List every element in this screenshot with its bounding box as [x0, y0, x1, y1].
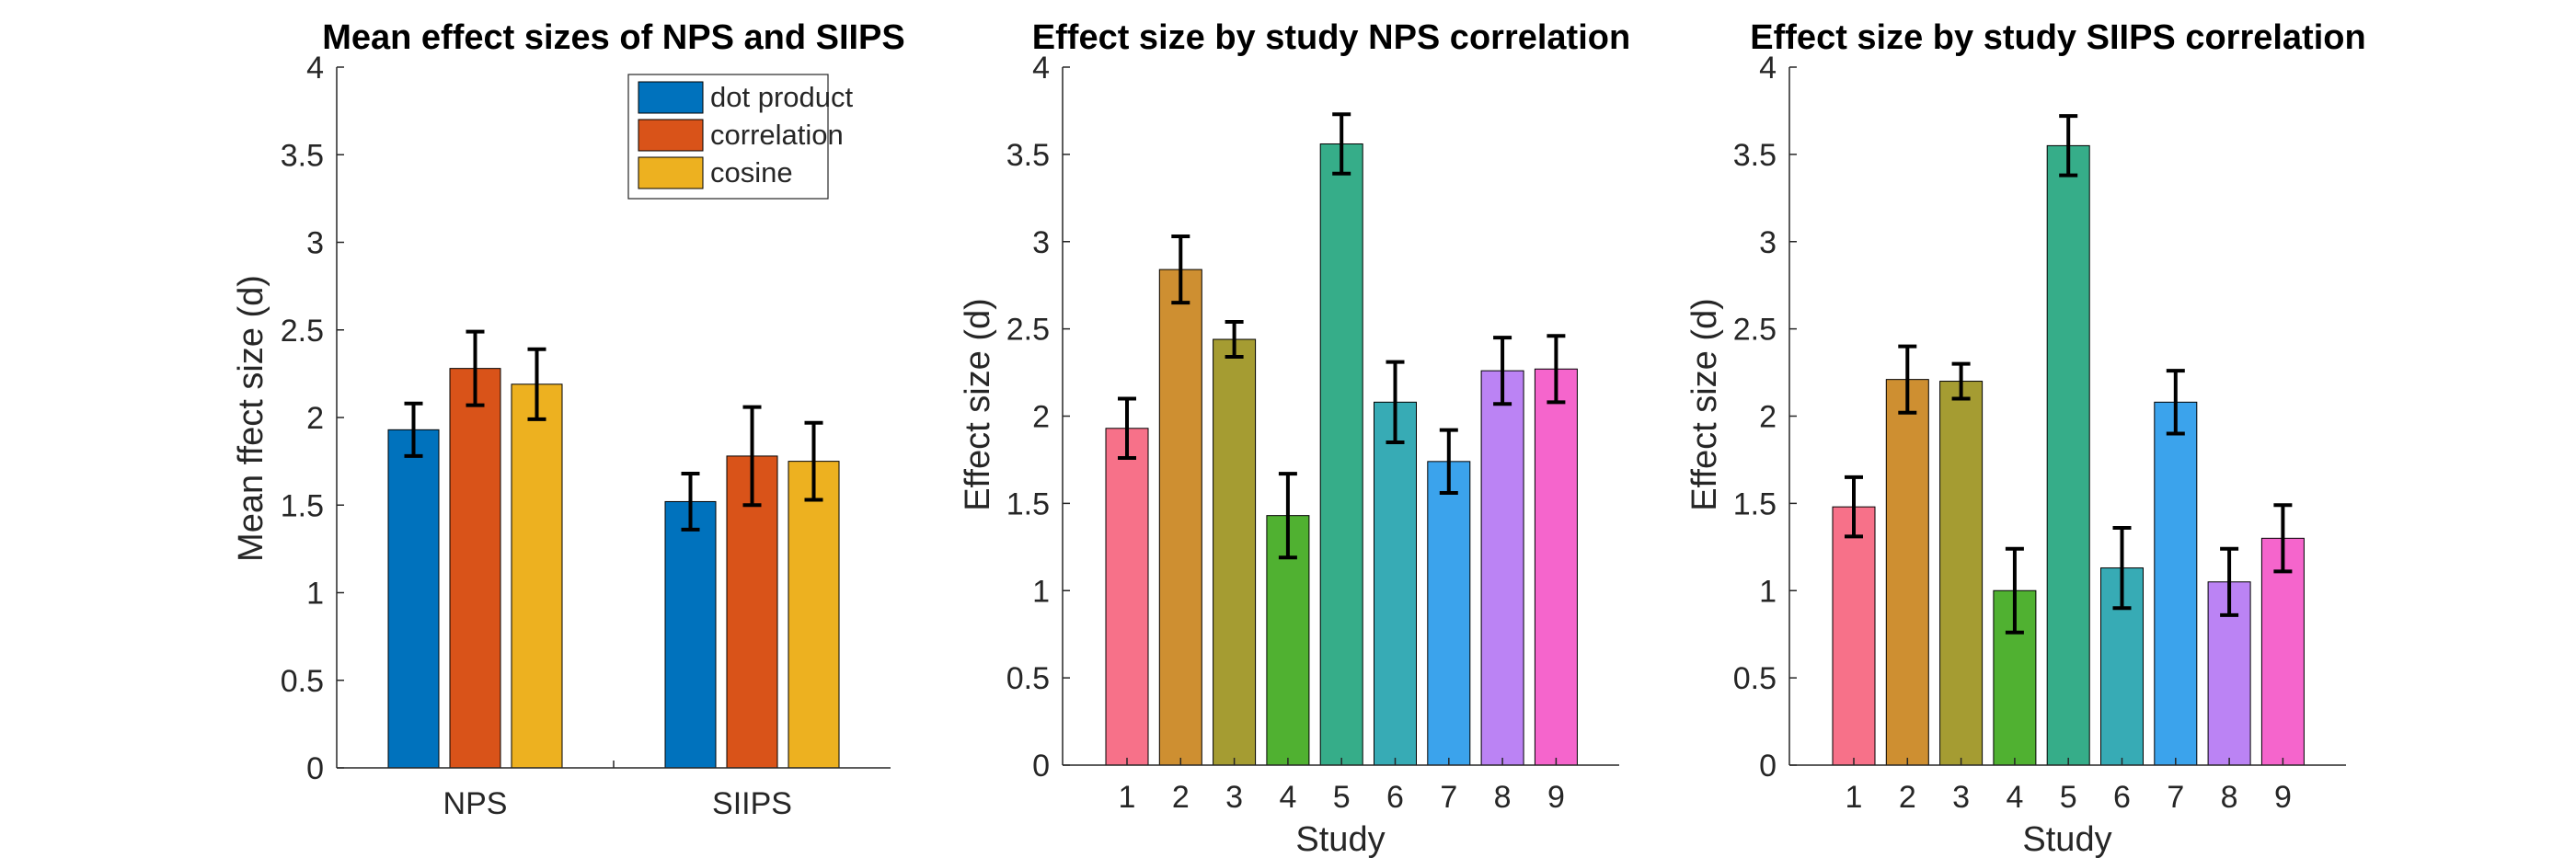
y-axis-label: Effect size (d) — [1685, 298, 1724, 511]
y-axis-label: Mean ffect size (d) — [232, 275, 270, 562]
bar — [1832, 506, 1876, 766]
y-tick-label: 4 — [1759, 51, 1777, 86]
y-tick-label: 3.5 — [281, 138, 324, 173]
y-axis-label: Effect size (d) — [959, 298, 997, 511]
y-tick-label: 4 — [1032, 51, 1050, 86]
y-tick-label: 1 — [1759, 574, 1777, 609]
y-tick-label: 1.5 — [281, 488, 324, 523]
x-tick-label: 4 — [2006, 780, 2023, 815]
y-tick-label: 1 — [1032, 574, 1050, 609]
bar — [1427, 461, 1471, 766]
bar — [1374, 401, 1417, 766]
bar — [511, 383, 563, 769]
y-tick-label: 0.5 — [1733, 661, 1777, 696]
x-tick-label: SIIPS — [712, 786, 792, 821]
x-tick-label: 4 — [1279, 780, 1296, 815]
chart-title: Effect size by study SIIPS correlation — [1750, 18, 2365, 57]
bar — [2260, 537, 2305, 766]
bar — [2154, 401, 2198, 766]
x-tick-label: 8 — [1494, 780, 1512, 815]
y-tick-label: 3 — [1032, 225, 1050, 260]
y-tick-label: 0.5 — [281, 664, 324, 699]
x-tick-label: 1 — [1119, 780, 1136, 815]
x-axis-label: Study — [2022, 820, 2111, 858]
chart-mean-effect-sizes: Mean effect sizes of NPS and SIIPS Mean … — [232, 18, 905, 821]
y-tick-label: 1.5 — [1733, 486, 1777, 521]
chart-title: Effect size by study NPS correlation — [1032, 18, 1630, 57]
bar — [1319, 143, 1363, 766]
legend-swatch — [638, 119, 704, 152]
x-tick-label: NPS — [443, 786, 508, 821]
x-tick-label: 8 — [2221, 780, 2238, 815]
x-tick-label: 3 — [1952, 780, 1970, 815]
y-tick-label: 2 — [1032, 400, 1050, 435]
y-tick-label: 0 — [1032, 749, 1050, 784]
y-tick-label: 3 — [306, 226, 324, 261]
chart-title: Mean effect sizes of NPS and SIIPS — [322, 18, 905, 57]
chart-siips-by-study: Effect size by study SIIPS correlation E… — [1685, 18, 2366, 858]
legend-swatch — [638, 81, 704, 114]
y-tick-label: 2 — [1759, 400, 1777, 435]
x-tick-label: 6 — [1386, 780, 1404, 815]
x-tick-label: 7 — [2167, 780, 2184, 815]
legend: dot product correlation cosine — [627, 74, 853, 200]
bar — [726, 455, 778, 769]
legend-swatch — [638, 156, 704, 189]
y-tick-label: 3.5 — [1006, 138, 1050, 173]
legend-label: dot product — [710, 81, 853, 113]
y-tick-label: 2.5 — [281, 314, 324, 349]
y-tick-label: 3 — [1759, 225, 1777, 260]
bar — [449, 368, 501, 769]
bar — [788, 461, 840, 769]
x-tick-label: 3 — [1225, 780, 1243, 815]
bar — [1939, 381, 1984, 766]
x-tick-label: 1 — [1846, 780, 1863, 815]
y-tick-label: 0.5 — [1006, 661, 1050, 696]
bar — [1213, 338, 1257, 766]
y-tick-label: 4 — [306, 51, 324, 86]
legend-label: cosine — [710, 156, 793, 189]
x-tick-label: 5 — [1333, 780, 1351, 815]
y-tick-label: 2.5 — [1006, 313, 1050, 348]
bar — [1480, 370, 1524, 766]
bar — [387, 429, 440, 769]
x-tick-label: 5 — [2060, 780, 2077, 815]
bar — [1534, 368, 1578, 766]
chart-nps-by-study: Effect size by study NPS correlation Eff… — [959, 18, 1630, 858]
bar — [1105, 428, 1149, 766]
y-tick-label: 2.5 — [1733, 313, 1777, 348]
x-tick-label: 6 — [2113, 780, 2131, 815]
x-tick-label: 2 — [1899, 780, 1916, 815]
bar — [1158, 269, 1202, 766]
y-tick-label: 1 — [306, 577, 324, 612]
bar — [664, 500, 717, 769]
y-tick-label: 3.5 — [1733, 138, 1777, 173]
x-tick-label: 2 — [1172, 780, 1190, 815]
y-tick-label: 0 — [306, 751, 324, 786]
x-axis-label: Study — [1295, 820, 1385, 858]
y-tick-label: 2 — [306, 401, 324, 436]
bar — [2046, 144, 2090, 766]
legend-label: correlation — [710, 119, 844, 151]
bar — [1885, 379, 1929, 766]
x-tick-label: 7 — [1440, 780, 1457, 815]
x-tick-label: 9 — [1547, 780, 1565, 815]
y-tick-label: 0 — [1759, 749, 1777, 784]
x-tick-label: 9 — [2274, 780, 2292, 815]
y-tick-label: 1.5 — [1006, 486, 1050, 521]
